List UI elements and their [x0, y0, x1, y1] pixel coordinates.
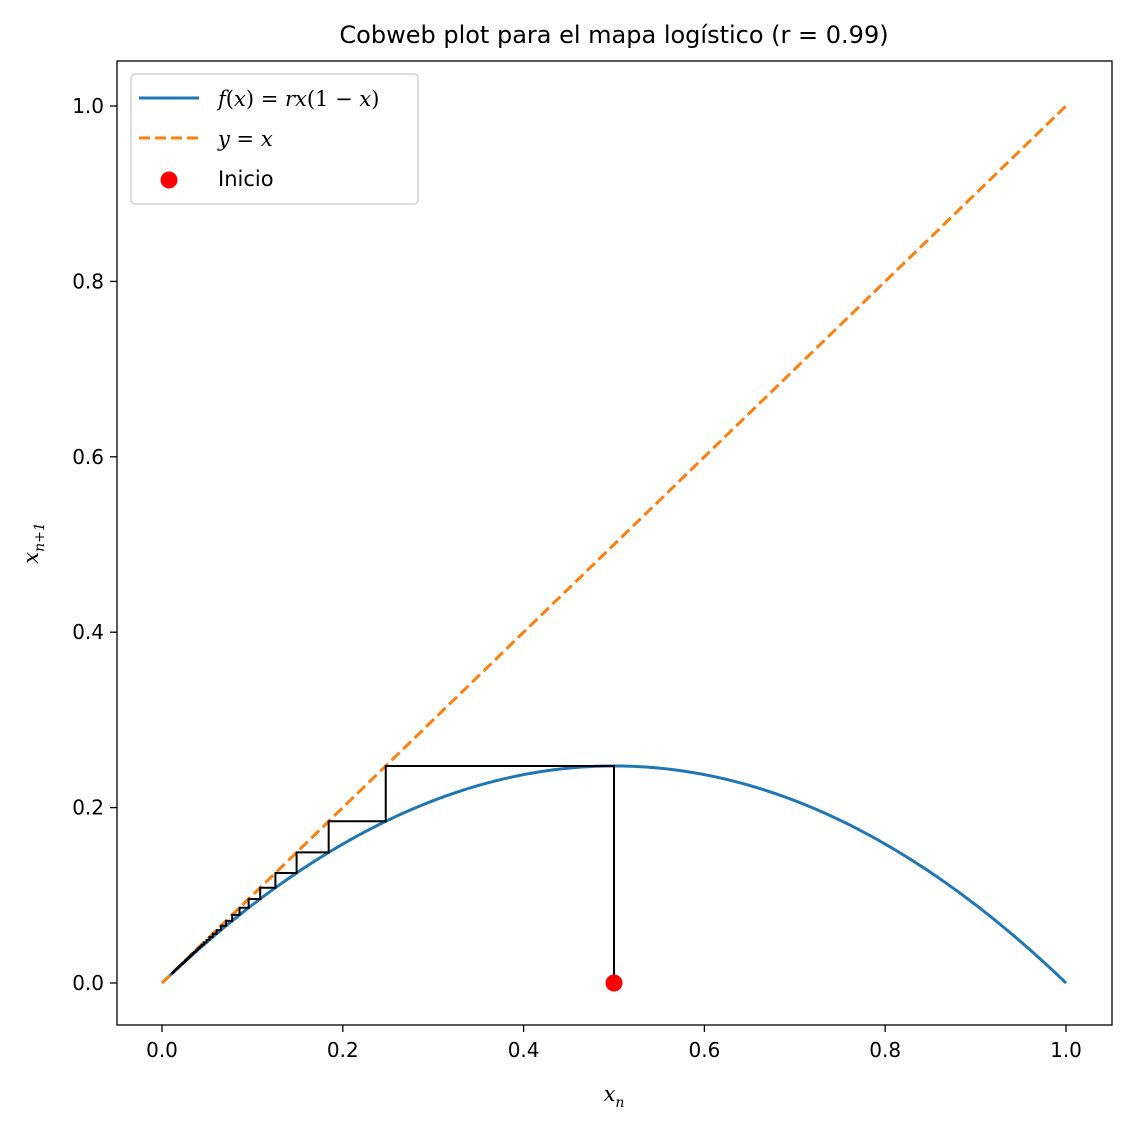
x-axis-label: xn	[604, 1082, 625, 1111]
legend-identity-label: y = x	[217, 127, 273, 151]
axis-ticks: 0.0 0.0 0.2 0.2 0.4 0.4 0.6 0.6 0.8 0.8 1.0 1.0	[72, 94, 1082, 1062]
y-axis-label: xn+1	[19, 522, 48, 564]
x-tick-label: 0.4	[508, 1038, 540, 1062]
y-tick-label: 0.4	[72, 620, 104, 644]
legend-box	[130, 73, 419, 205]
identity-line	[160, 104, 1068, 985]
axes-frame	[116, 60, 1113, 1026]
y-tick-label: 0.8	[72, 269, 104, 293]
legend-curve-label: f(x) = rx(1 − x)	[216, 87, 379, 111]
x-tick-label: 0.0	[146, 1038, 178, 1062]
x-tick-label: 0.2	[327, 1038, 359, 1062]
cobweb-path	[170, 764, 615, 983]
y-tick-label: 0.0	[72, 971, 104, 995]
legend: f(x) = rx(1 − x) y = x Inicio	[130, 73, 419, 205]
x-tick-label: 0.6	[688, 1038, 720, 1062]
y-tick-label: 0.6	[72, 445, 104, 469]
legend-start-label: Inicio	[218, 167, 274, 191]
legend-start-swatch	[160, 171, 178, 189]
x-tick-label: 0.8	[869, 1038, 901, 1062]
plot-area	[160, 104, 1068, 992]
start-point	[605, 974, 623, 992]
chart-title: Cobweb plot para el mapa logístico (r = …	[339, 21, 888, 49]
x-tick-label: 1.0	[1050, 1038, 1082, 1062]
y-tick-label: 1.0	[72, 94, 104, 118]
y-tick-label: 0.2	[72, 796, 104, 820]
